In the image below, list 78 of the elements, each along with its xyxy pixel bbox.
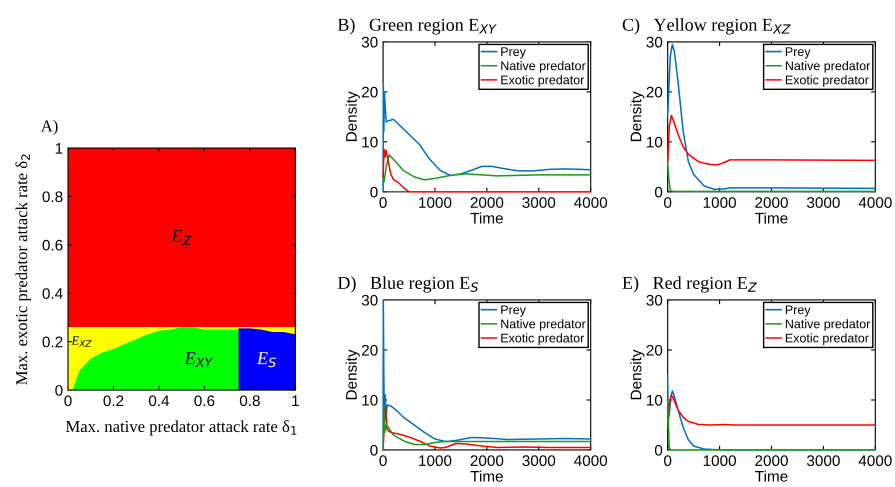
x-tick-label: 0.8 bbox=[240, 395, 260, 406]
y-tick-label: 10 bbox=[362, 394, 378, 406]
x-tick-label: 0 bbox=[664, 455, 672, 466]
x-tick-label: 0 bbox=[664, 197, 672, 208]
x-tick-label: 3000 bbox=[806, 197, 840, 208]
y-axis-title: Density bbox=[346, 91, 360, 142]
x-axis-title: Time bbox=[755, 470, 788, 482]
y-tick-label: 30 bbox=[362, 36, 378, 48]
chart-title: B) Green region E$_{XY}$ bbox=[338, 18, 497, 35]
y-tick-label: 30 bbox=[646, 294, 662, 306]
x-tick-label: 0.2 bbox=[103, 395, 124, 406]
x-tick-label: 0.6 bbox=[194, 395, 214, 406]
y-axis-title: Density bbox=[346, 350, 360, 400]
x-tick-label: 2000 bbox=[470, 455, 504, 466]
legend-label: Prey bbox=[786, 47, 811, 59]
x-tick-label: 1000 bbox=[704, 455, 736, 466]
band-label: E$_{XZ}$ bbox=[71, 336, 92, 347]
x-tick-label: 4000 bbox=[858, 455, 892, 466]
x-tick-label: 1000 bbox=[419, 197, 452, 208]
y-tick-label: 0.6 bbox=[42, 240, 62, 251]
y-tick-label: 30 bbox=[646, 36, 662, 48]
x-tick-label: 0 bbox=[379, 197, 387, 208]
y-tick-label: 0 bbox=[55, 384, 63, 396]
legend-label: Prey bbox=[501, 305, 526, 317]
legend-label: Exotic predator bbox=[501, 75, 584, 87]
x-tick-label: 2000 bbox=[755, 455, 788, 466]
legend-label: Exotic predator bbox=[786, 75, 869, 87]
x-axis-title: Time bbox=[470, 212, 503, 224]
x-tick-label: 1000 bbox=[704, 197, 736, 208]
x-tick-label: 0 bbox=[379, 455, 387, 466]
chart-title: E) Red region E$_{Z}$ bbox=[622, 276, 757, 293]
x-tick-label: 4000 bbox=[574, 455, 608, 466]
y-tick-label: 10 bbox=[646, 136, 662, 148]
y-axis-title: Max. exotic predator attack rate δ$_{2}$ bbox=[15, 154, 31, 385]
x-tick-label: 2000 bbox=[755, 197, 788, 208]
x-axis-title: Time bbox=[755, 212, 788, 224]
y-tick-label: 20 bbox=[362, 344, 378, 356]
x-tick-label: 3000 bbox=[522, 197, 556, 208]
y-tick-label: 0 bbox=[370, 186, 378, 198]
y-tick-label: 10 bbox=[646, 394, 662, 406]
y-tick-label: 1 bbox=[56, 143, 62, 154]
y-tick-label: 20 bbox=[646, 86, 662, 98]
x-tick-label: 4000 bbox=[858, 197, 892, 208]
legend-label: Native predator bbox=[786, 61, 870, 73]
x-tick-label: 0.4 bbox=[148, 395, 170, 406]
x-tick-label: 2000 bbox=[470, 197, 504, 208]
y-tick-label: 0 bbox=[654, 186, 662, 198]
y-tick-label: 20 bbox=[362, 86, 378, 98]
chart-title: D) Blue region E$_{S}$ bbox=[338, 276, 478, 293]
legend-label: Native predator bbox=[501, 319, 586, 331]
series-label: E$_{S}$ bbox=[256, 352, 276, 368]
x-tick-label: 3000 bbox=[806, 455, 840, 466]
x-axis-title: Max. native predator attack rate δ$_{1}$ bbox=[66, 420, 296, 436]
legend-label: Exotic predator bbox=[786, 333, 869, 345]
y-tick-label: 0.2 bbox=[42, 336, 62, 348]
x-tick-label: 4000 bbox=[574, 197, 608, 208]
legend-label: Prey bbox=[786, 305, 811, 317]
y-tick-label: 0 bbox=[370, 444, 378, 456]
legend-label: Native predator bbox=[786, 319, 870, 331]
y-tick-label: 30 bbox=[362, 294, 378, 306]
y-tick-label: 0 bbox=[654, 444, 662, 456]
x-tick-label: 1000 bbox=[419, 455, 452, 466]
chart-title: A) bbox=[40, 120, 58, 135]
y-axis-title: Density bbox=[630, 91, 644, 142]
y-tick-label: 10 bbox=[362, 136, 378, 148]
series-label: E$_{XY}$ bbox=[184, 352, 214, 368]
x-tick-label: 0 bbox=[64, 395, 72, 406]
x-tick-label: 1 bbox=[292, 396, 299, 406]
legend-label: Exotic predator bbox=[501, 333, 584, 345]
y-tick-label: 0.4 bbox=[42, 288, 63, 299]
y-axis-title: Density bbox=[630, 350, 644, 400]
band-label: E$_{Z}$ bbox=[171, 230, 192, 245]
y-tick-label: 20 bbox=[646, 344, 662, 356]
legend-label: Native predator bbox=[501, 61, 586, 73]
chart-title: C) Yellow region E$_{XZ}$ bbox=[622, 18, 791, 35]
x-tick-label: 3000 bbox=[522, 455, 556, 466]
x-axis-title: Time bbox=[470, 470, 503, 482]
legend-label: Prey bbox=[501, 47, 526, 59]
